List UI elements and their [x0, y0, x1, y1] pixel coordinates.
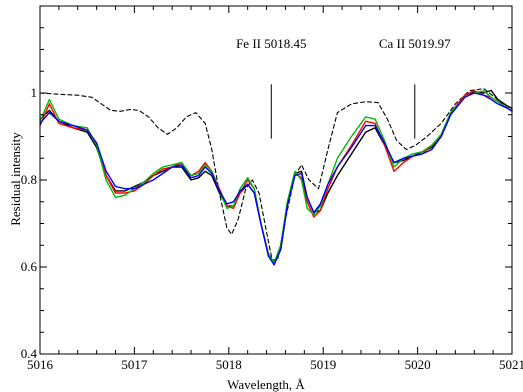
x-tick-label: 5017 — [121, 357, 148, 372]
series-line-1 — [39, 88, 513, 262]
series-line-5 — [39, 92, 513, 266]
x-tick-label: 5018 — [216, 357, 242, 372]
annotation-label-1: Fe II 5018.45 — [236, 36, 306, 51]
x-tick-label: 5019 — [310, 357, 336, 372]
x-tick-label: 5020 — [405, 357, 431, 372]
x-tick-label: 5021 — [499, 357, 523, 372]
annotation-layer: Fe II 5018.45 Ca II 5019.97 — [236, 36, 451, 139]
series-line-4 — [39, 90, 513, 264]
series-line-2 — [39, 89, 513, 264]
annotation-label-2: Ca II 5019.97 — [379, 36, 451, 51]
axes-layer: 5016 5017 5018 5019 5020 5021 0.4 0.6 0.8 1 — [21, 5, 523, 372]
y-tick-label: 1 — [31, 85, 38, 100]
x-axis-label: Wavelength, Å — [227, 377, 305, 392]
y-tick-label: 0.6 — [21, 259, 38, 274]
y-tick-label: 0.8 — [21, 172, 37, 187]
series-layer — [39, 88, 513, 266]
x-tick-label: 5016 — [27, 357, 54, 372]
y-tick-label: 0.4 — [21, 346, 38, 361]
y-axis-label: Residual intensity — [8, 132, 23, 226]
